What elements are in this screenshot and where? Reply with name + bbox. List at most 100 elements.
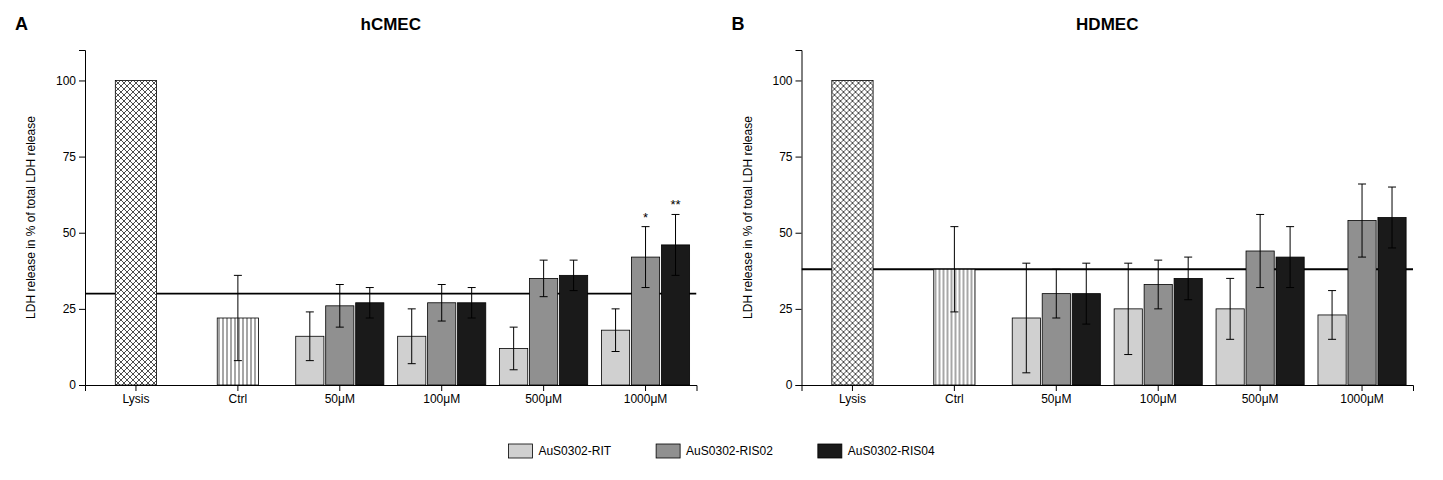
tick-label: Lysis [839, 392, 866, 406]
error-bar [366, 288, 374, 318]
plot-area [85, 80, 697, 385]
y-tick: 75 [63, 150, 85, 164]
axis-line [802, 386, 1414, 392]
error-bar [336, 285, 344, 328]
error-bar [1184, 257, 1192, 300]
error-bar [1358, 184, 1366, 257]
y-axis: 0 25 50 75 100 [56, 51, 86, 393]
tick-mark [645, 385, 646, 391]
x-tick: 100μM [1140, 385, 1177, 406]
legend: AuS0302-RIT AuS0302-RIS02 AuS0302-RIS04 [508, 444, 934, 458]
bar [560, 275, 588, 385]
x-tick: Ctrl [229, 385, 248, 406]
y-tick: 100 [56, 74, 85, 88]
tick-mark [1158, 385, 1159, 391]
panel-label: B [732, 14, 745, 34]
error-bar [570, 260, 578, 290]
error-bar [1388, 187, 1396, 248]
tick-mark [79, 385, 85, 386]
tick-label: 100μM [423, 392, 460, 406]
tick-mark [796, 233, 802, 234]
tick-mark [79, 309, 85, 310]
legend-swatch [508, 444, 532, 458]
tick-mark [954, 385, 955, 391]
legend-label: AuS0302-RIS04 [848, 444, 935, 458]
error-bar [1256, 214, 1264, 287]
tick-mark [1362, 385, 1363, 391]
tick-mark [796, 385, 802, 386]
tick-label: 50μM [1041, 392, 1071, 406]
x-tick: 500μM [1242, 385, 1279, 406]
legend-item: AuS0302-RIT [508, 444, 611, 458]
error-bar [408, 309, 416, 364]
axis-line [86, 386, 698, 392]
tick-label: 75 [779, 150, 793, 164]
legend-swatch [656, 444, 680, 458]
y-tick: 25 [779, 302, 801, 316]
y-tick: 0 [786, 378, 802, 392]
tick-label: 25 [63, 302, 77, 316]
tick-mark [237, 385, 238, 391]
tick-mark [543, 385, 544, 391]
chart-title: HDMEC [1076, 15, 1138, 34]
x-tick: 100μM [423, 385, 460, 406]
chart-title: hCMEC [361, 15, 421, 34]
error-bar [306, 312, 314, 361]
tick-mark [135, 385, 136, 391]
tick-mark [796, 309, 802, 310]
axis-line [79, 51, 86, 386]
x-axis: Lysis Ctrl 50μM 100μM 500μM 1000μM [802, 385, 1414, 406]
annotation: * [643, 210, 648, 225]
tick-label: 500μM [1242, 392, 1279, 406]
tick-label: 50μM [325, 392, 355, 406]
tick-label: Lysis [123, 392, 150, 406]
y-tick: 0 [69, 378, 85, 392]
error-bar [1052, 269, 1060, 318]
error-bar [468, 288, 476, 318]
error-bars [234, 214, 680, 369]
tick-label: 100 [56, 74, 76, 88]
error-bar [1286, 227, 1294, 288]
y-tick: 50 [63, 226, 85, 240]
error-bars [950, 184, 1396, 373]
panel-label: A [15, 14, 28, 34]
error-bar [234, 275, 242, 360]
tick-label: 0 [69, 378, 76, 392]
x-tick: Lysis [123, 385, 150, 406]
tick-mark [1260, 385, 1261, 391]
bar [115, 80, 156, 385]
x-tick: Lysis [839, 385, 866, 406]
y-tick: 75 [779, 150, 801, 164]
y-axis: 0 25 50 75 100 [772, 51, 802, 393]
tick-label: 75 [63, 150, 77, 164]
annotation: ** [670, 197, 680, 212]
error-bar [950, 227, 958, 312]
tick-mark [796, 157, 802, 158]
tick-mark [441, 385, 442, 391]
tick-mark [79, 80, 85, 81]
legend-swatch [818, 444, 842, 458]
error-bar [1154, 260, 1162, 309]
tick-label: 500μM [525, 392, 562, 406]
x-tick: 50μM [325, 385, 355, 406]
reference-line [85, 293, 697, 295]
x-tick: Ctrl [945, 385, 964, 406]
tick-label: 1000μM [1340, 392, 1384, 406]
tick-mark [79, 157, 85, 158]
bars [115, 80, 689, 385]
error-bar [1328, 291, 1336, 340]
x-axis: Lysis Ctrl 50μM 100μM 500μM 1000μM [86, 385, 698, 406]
legend-item: AuS0302-RIS04 [818, 444, 935, 458]
y-tick: 100 [772, 74, 801, 88]
tick-mark [79, 233, 85, 234]
plot-area [802, 80, 1414, 385]
bars [832, 80, 1406, 385]
error-bar [1226, 278, 1234, 339]
legend-item: AuS0302-RIS02 [656, 444, 773, 458]
tick-label: 100 [772, 74, 792, 88]
tick-label: 50 [779, 226, 793, 240]
tick-label: 0 [786, 378, 793, 392]
error-bar [510, 327, 518, 370]
tick-label: 1000μM [624, 392, 668, 406]
tick-label: Ctrl [229, 392, 248, 406]
